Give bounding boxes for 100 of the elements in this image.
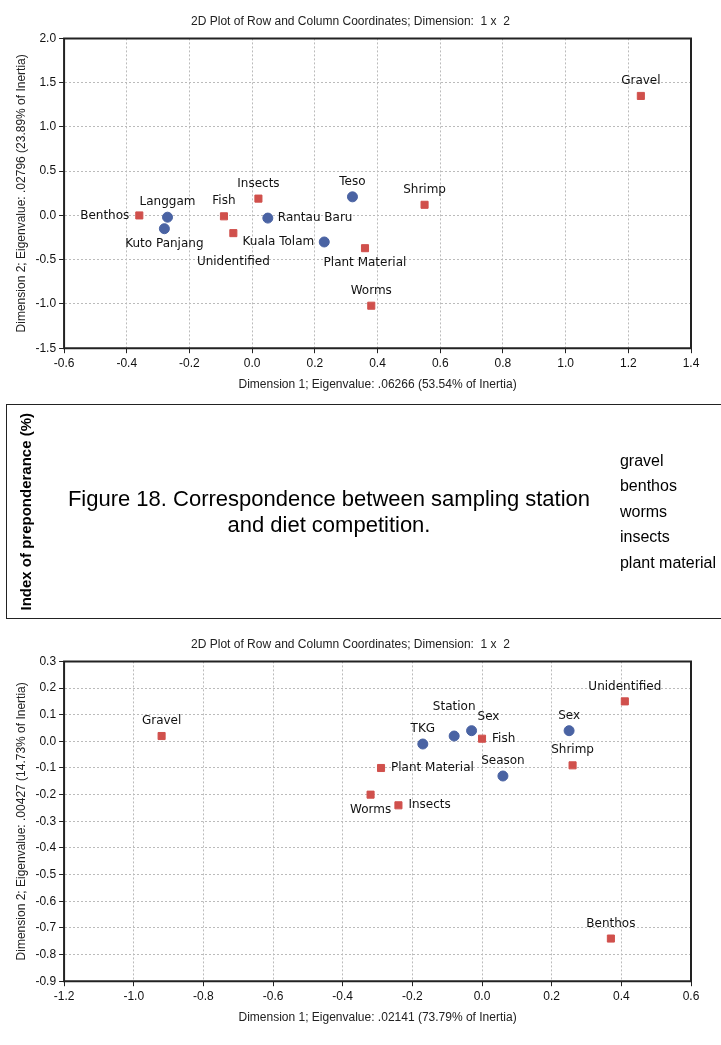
point <box>346 191 358 203</box>
point <box>360 244 370 253</box>
y-tick-label: -1.5 <box>35 340 57 355</box>
x-tick-label: -0.6 <box>53 355 75 370</box>
data-label: Fish <box>212 193 236 208</box>
text: worms <box>619 501 669 522</box>
data-label: Unidentified <box>196 254 270 269</box>
x-tick-label: -0.8 <box>193 988 215 1003</box>
point <box>157 731 166 741</box>
point <box>158 223 170 235</box>
data-label: TKG <box>409 721 436 736</box>
text: plant material <box>619 552 716 573</box>
y-tick-label: -0.9 <box>35 973 57 988</box>
x-tick-label: 0.0 <box>473 988 491 1003</box>
point <box>262 212 274 224</box>
x-tick-label: 1.2 <box>619 355 637 370</box>
data-label: Benthos <box>586 915 636 930</box>
point <box>466 725 478 737</box>
data-label: Season <box>481 753 525 768</box>
x-tick-label: 0.8 <box>494 355 512 370</box>
x-axis-title: Dimension 1; Eigenvalue: .06266 (53.54% of Inertia) <box>238 377 517 392</box>
y-tick-label: 0.2 <box>39 680 57 695</box>
y-tick-label: -0.6 <box>35 893 57 908</box>
point <box>620 697 629 706</box>
data-label: Worms <box>350 282 392 297</box>
x-tick-label: -1.0 <box>123 988 145 1003</box>
x-tick-label: -0.2 <box>402 988 424 1003</box>
point <box>563 725 575 737</box>
y-tick-label: -0.7 <box>35 920 57 935</box>
data-label: Insects <box>237 175 280 190</box>
y-tick-label: -0.3 <box>35 813 57 828</box>
point <box>367 301 376 310</box>
data-label: Sex <box>558 707 581 722</box>
y-tick-label: 0.0 <box>39 733 57 748</box>
y-tick-label: 1.0 <box>39 119 57 134</box>
chart-title: 2D Plot of Row and Column Coordinates; Dimension: 1 x 2 <box>191 636 511 651</box>
point <box>162 211 174 223</box>
y-tick-label: -0.4 <box>35 840 57 855</box>
x-tick-label: -0.4 <box>116 355 138 370</box>
point <box>229 229 238 238</box>
x-tick-label: 1.0 <box>557 355 575 370</box>
x-tick-label: -1.2 <box>53 988 75 1003</box>
data-label: Teso <box>338 173 366 188</box>
data-label: Benthos <box>80 207 130 222</box>
point <box>606 934 615 943</box>
y-tick-label: 2.0 <box>39 30 57 45</box>
data-label: Shrimp <box>551 742 594 757</box>
text: insects <box>619 527 671 548</box>
y-tick-label: -1.0 <box>35 296 57 311</box>
x-tick-label: -0.6 <box>262 988 284 1003</box>
point <box>254 194 263 203</box>
point <box>376 763 386 773</box>
data-label: Kuala Tolam <box>242 234 315 249</box>
text: benthos <box>619 476 678 497</box>
x-tick-label: 0.4 <box>369 355 387 370</box>
point <box>135 211 144 220</box>
point <box>636 91 645 100</box>
point <box>366 790 375 799</box>
data-label: Plant Material <box>391 760 474 775</box>
x-tick-label: -0.4 <box>332 988 354 1003</box>
y-axis-title: Dimension 2; Eigenvalue: .02796 (23.89% of Inertia) <box>13 54 28 333</box>
y-tick-label: -0.8 <box>35 946 57 961</box>
data-label: Plant Material <box>323 255 407 270</box>
x-tick-label: 0.2 <box>306 355 324 370</box>
data-label: Kuto Panjang <box>125 235 204 250</box>
point <box>318 236 330 248</box>
data-label: Unidentified <box>588 678 662 693</box>
y-tick-label: -0.5 <box>35 866 57 881</box>
text: Figure 18. Correspondence between sampling station and diet competition. <box>66 485 592 538</box>
x-axis-title: Dimension 1; Eigenvalue: .02141 (73.79% of Inertia) <box>238 1010 517 1025</box>
data-label: Station <box>432 699 476 714</box>
point <box>477 734 487 743</box>
point <box>219 212 228 221</box>
data-label: Gravel <box>141 713 182 728</box>
x-tick-label: 1.4 <box>682 355 700 370</box>
x-tick-label: -0.2 <box>179 355 201 370</box>
chart-title: 2D Plot of Row and Column Coordinates; Dimension: 1 x 2 <box>191 13 511 28</box>
y-tick-label: 0.5 <box>39 163 57 178</box>
point <box>448 730 460 742</box>
text: Index of preponderance (%) <box>17 412 34 611</box>
point <box>497 770 509 782</box>
data-label: Shrimp <box>403 181 446 196</box>
y-tick-label: -0.5 <box>35 252 57 266</box>
y-tick-label: 0.1 <box>39 707 57 722</box>
point <box>394 801 403 810</box>
point <box>420 200 429 209</box>
y-tick-label: 0.3 <box>39 653 57 668</box>
y-axis-title: Dimension 2; Eigenvalue: .00427 (14.73% of Inertia) <box>13 682 28 961</box>
data-label: Sex <box>477 708 500 723</box>
point <box>417 738 429 750</box>
text: gravel <box>619 450 665 471</box>
x-tick-label: 0.0 <box>243 355 261 370</box>
y-tick-label: 1.5 <box>39 74 57 89</box>
data-label: Worms <box>349 801 392 816</box>
point <box>568 761 577 770</box>
data-label: Langgam <box>139 194 196 209</box>
x-tick-label: 0.2 <box>543 988 561 1003</box>
y-tick-label: -0.1 <box>35 760 57 775</box>
data-label: Insects <box>408 797 451 812</box>
x-tick-label: 0.6 <box>431 355 449 370</box>
